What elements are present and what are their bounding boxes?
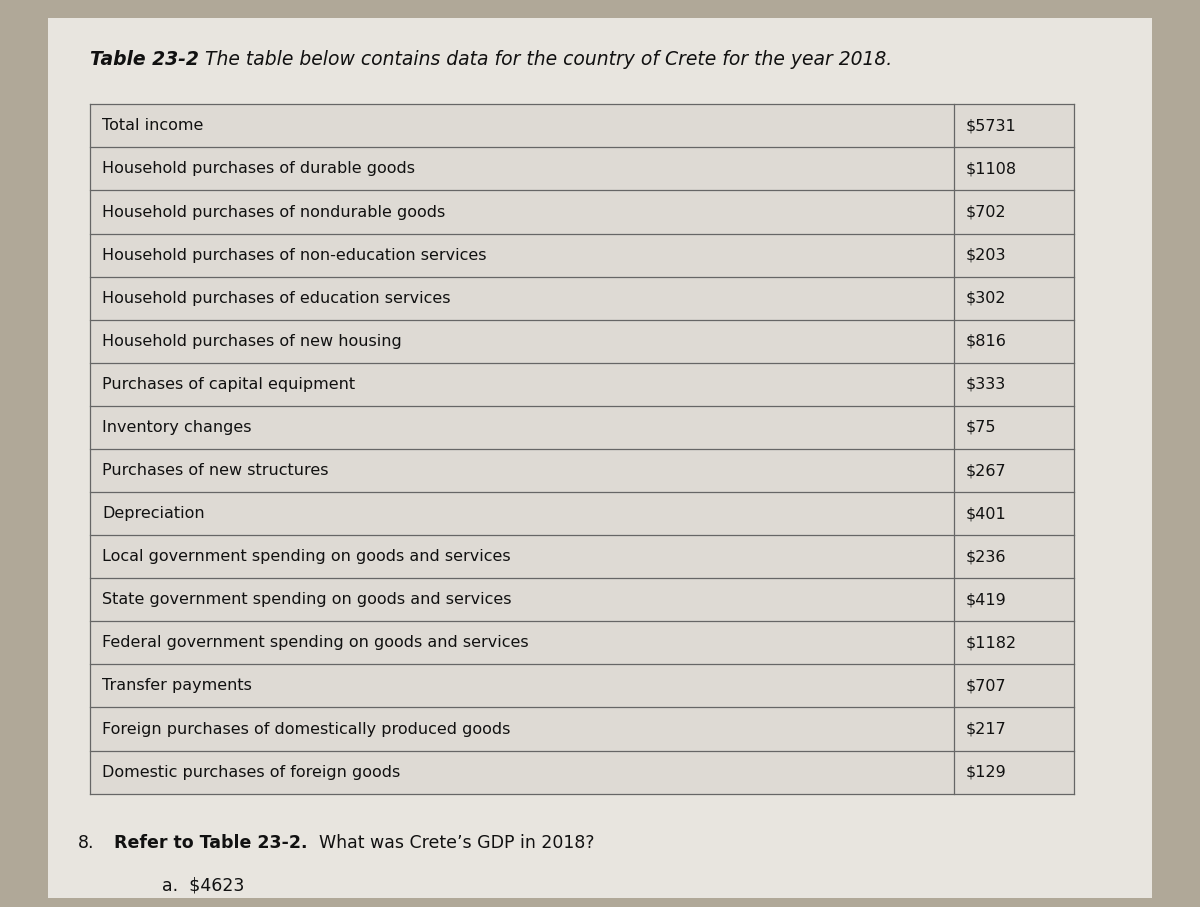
Text: Household purchases of new housing: Household purchases of new housing (102, 334, 402, 349)
Text: Transfer payments: Transfer payments (102, 678, 252, 694)
Text: $302: $302 (966, 290, 1007, 306)
Text: $217: $217 (966, 721, 1007, 736)
Text: Inventory changes: Inventory changes (102, 420, 252, 435)
Text: Refer to Table 23-2.: Refer to Table 23-2. (114, 834, 307, 853)
Text: 8.: 8. (78, 834, 95, 853)
Text: $75: $75 (966, 420, 996, 435)
Bar (90, 147, 1074, 190)
Bar (90, 751, 1074, 794)
Text: $267: $267 (966, 463, 1007, 478)
Text: $702: $702 (966, 204, 1007, 219)
Text: $816: $816 (966, 334, 1007, 349)
Text: Total income: Total income (102, 118, 203, 133)
Text: $5731: $5731 (966, 118, 1016, 133)
Text: a.  $4623: a. $4623 (162, 876, 245, 894)
Text: Purchases of capital equipment: Purchases of capital equipment (102, 376, 355, 392)
Text: Foreign purchases of domestically produced goods: Foreign purchases of domestically produc… (102, 721, 510, 736)
Text: $1108: $1108 (966, 161, 1018, 177)
Text: $401: $401 (966, 506, 1007, 522)
Text: $236: $236 (966, 549, 1007, 564)
Text: $707: $707 (966, 678, 1007, 694)
Text: Table 23-2: Table 23-2 (90, 50, 199, 69)
Text: $129: $129 (966, 765, 1007, 780)
Text: $419: $419 (966, 592, 1007, 608)
Text: What was Crete’s GDP in 2018?: What was Crete’s GDP in 2018? (307, 834, 594, 853)
Text: The table below contains data for the country of Crete for the year 2018.: The table below contains data for the co… (199, 50, 892, 69)
Text: Household purchases of education services: Household purchases of education service… (102, 290, 450, 306)
Bar (90, 406, 1074, 449)
Bar (90, 449, 1074, 492)
Bar (90, 664, 1074, 707)
Bar (90, 492, 1074, 535)
Text: State government spending on goods and services: State government spending on goods and s… (102, 592, 511, 608)
Bar (90, 535, 1074, 579)
Bar (90, 363, 1074, 406)
Text: Local government spending on goods and services: Local government spending on goods and s… (102, 549, 511, 564)
Bar (90, 320, 1074, 363)
Text: Purchases of new structures: Purchases of new structures (102, 463, 329, 478)
Text: Domestic purchases of foreign goods: Domestic purchases of foreign goods (102, 765, 401, 780)
Text: Household purchases of durable goods: Household purchases of durable goods (102, 161, 415, 177)
Bar (90, 579, 1074, 621)
Bar (90, 104, 1074, 147)
Bar (90, 190, 1074, 233)
Text: $203: $203 (966, 248, 1007, 263)
Text: $1182: $1182 (966, 635, 1018, 650)
Text: Household purchases of non-education services: Household purchases of non-education ser… (102, 248, 486, 263)
Text: $333: $333 (966, 376, 1007, 392)
Bar (90, 707, 1074, 751)
Text: Federal government spending on goods and services: Federal government spending on goods and… (102, 635, 529, 650)
Text: Depreciation: Depreciation (102, 506, 205, 522)
Bar (90, 621, 1074, 664)
Bar (90, 233, 1074, 277)
Bar (90, 277, 1074, 319)
Text: Household purchases of nondurable goods: Household purchases of nondurable goods (102, 204, 445, 219)
